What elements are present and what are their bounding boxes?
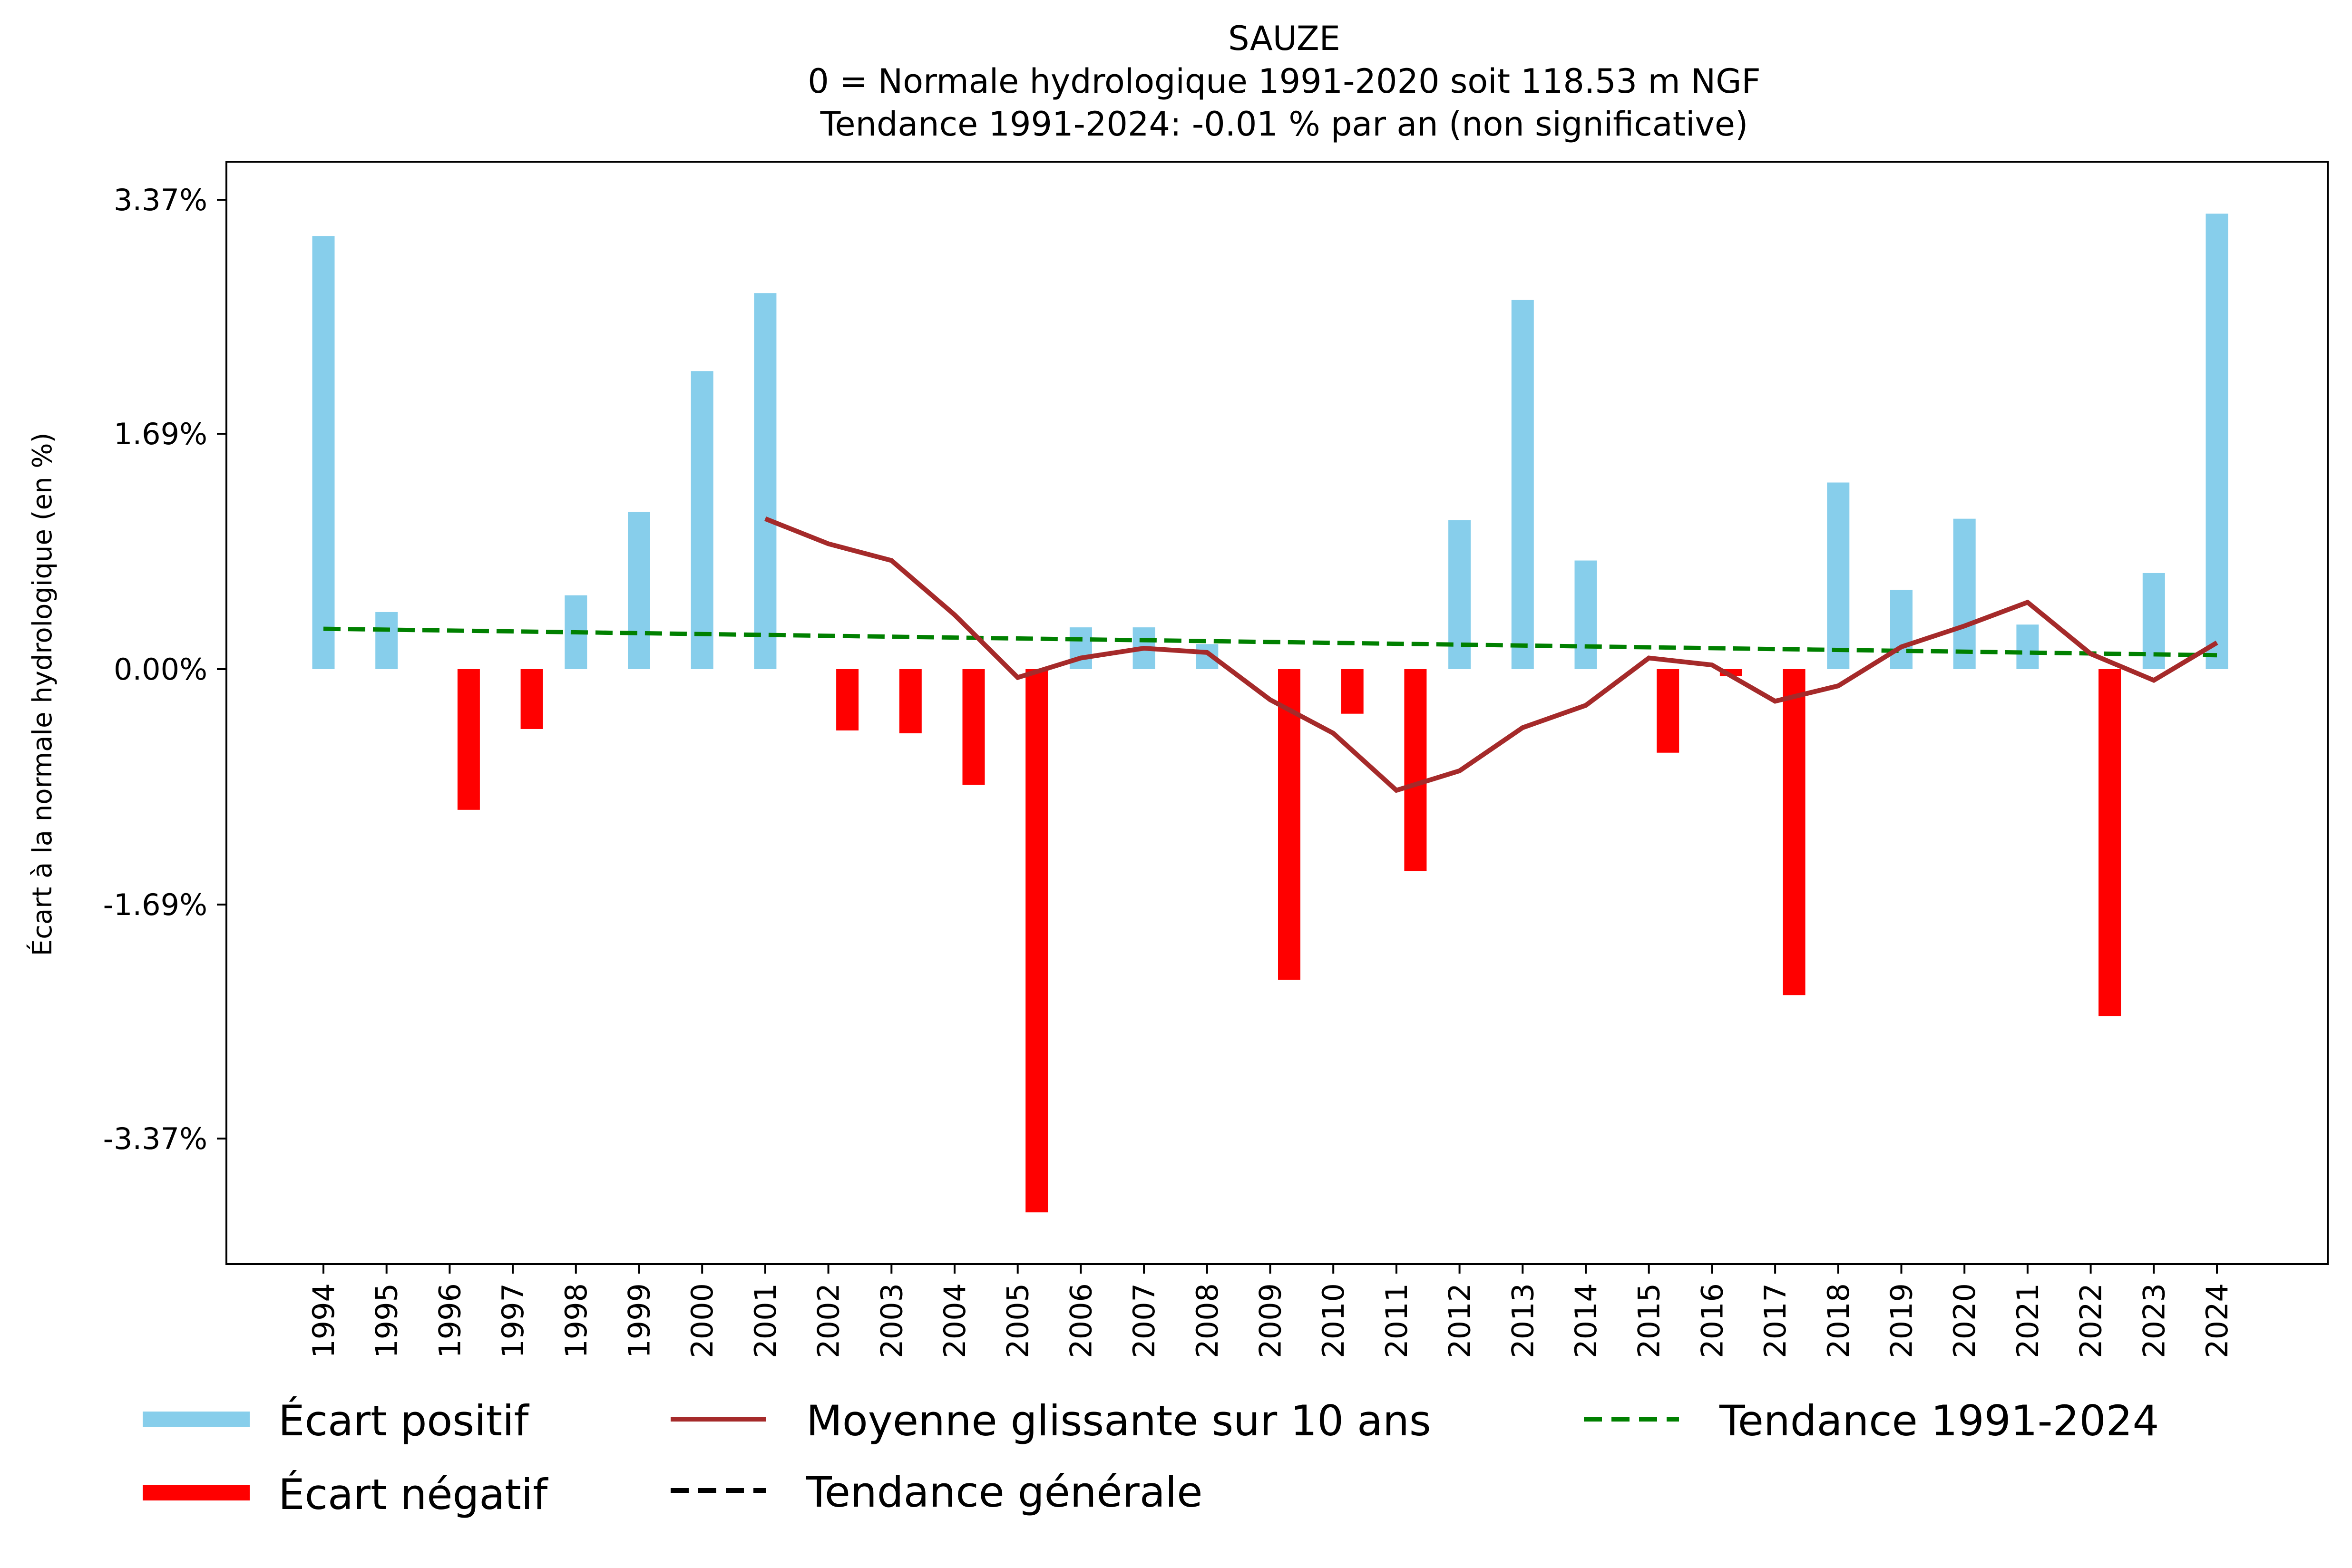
x-tick-label: 2005 [1001,1283,1035,1358]
x-tick-label: 2019 [1884,1283,1919,1358]
x-tick-label: 2002 [811,1283,846,1358]
x-tick-label: 1998 [559,1283,594,1358]
chart-subtitle-1: 0 = Normale hydrologique 1991-2020 soit … [808,62,1761,101]
x-tick-label: 2009 [1253,1283,1288,1358]
bar-positive [754,293,777,669]
x-tick-label: 2007 [1127,1283,1161,1358]
chart-subtitle-2: Tendance 1991-2024: -0.01 % par an (non … [820,105,1748,144]
trend-line [323,626,2217,658]
plot-area [312,214,2228,1213]
y-tick-label: -3.37% [103,1121,207,1156]
bar-negative [899,669,922,733]
x-tick-label: 2018 [1821,1283,1856,1358]
bar-negative [2098,669,2121,1016]
bar-negative [836,669,859,730]
legend-swatch [143,1485,250,1500]
bar-positive [628,512,650,669]
legend-swatch [143,1412,250,1427]
bar-negative [1404,669,1427,871]
bar-positive [1574,560,1597,669]
y-tick-label: 0.00% [114,652,207,687]
bar-negative [962,669,985,785]
bar-positive [375,612,398,669]
bar-positive [691,371,713,669]
bar-negative [1657,669,1679,753]
legend-label: Écart négatif [278,1470,548,1519]
bar-negative [1341,669,1364,714]
x-tick-label: 2006 [1064,1283,1098,1358]
x-tick-label: 2004 [937,1283,972,1358]
chart-title: SAUZE [1228,19,1340,58]
x-axis: 1994 1995 1996 1997 1998 1999 2000 2001 2002 2003… [306,1264,2235,1358]
x-tick-label: 2022 [2074,1283,2108,1358]
x-tick-label: 2008 [1190,1283,1225,1358]
x-tick-label: 2021 [2010,1283,2045,1358]
x-tick-label: 2010 [1316,1283,1351,1358]
x-tick-label: 2017 [1758,1283,1793,1358]
x-tick-label: 2000 [685,1283,720,1358]
y-axis: 3.37% 1.69% 0.00% -1.69% -3.37% [103,183,226,1156]
x-tick-label: 2013 [1505,1283,1540,1358]
x-tick-label: 2016 [1695,1283,1729,1358]
bar-negative [1278,669,1300,980]
x-tick-label: 1994 [306,1283,341,1358]
bar-positive [1827,482,1850,669]
legend-label: Tendance générale [806,1468,1202,1517]
bar-positive [1511,300,1534,669]
legend-label: Moyenne glissante sur 10 ans [806,1396,1431,1445]
y-axis-label: Écart à la normale hydrologique (en %) [27,433,58,956]
x-tick-label: 2024 [2200,1283,2235,1358]
legend-label: Écart positif [278,1396,530,1445]
axes-frame [225,161,2329,1265]
x-tick-label: 2001 [748,1283,783,1358]
x-tick-label: 2011 [1379,1283,1414,1358]
x-tick-label: 1995 [370,1283,404,1358]
bar-negative [457,669,480,810]
x-tick-label: 2020 [1947,1283,1982,1358]
bar-positive [2206,214,2228,669]
x-tick-label: 1999 [622,1283,657,1358]
bar-negative [1783,669,1805,995]
x-tick-label: 2003 [874,1283,909,1358]
y-tick-label: 3.37% [114,183,207,217]
x-tick-label: 2012 [1443,1283,1477,1358]
x-tick-label: 2023 [2137,1283,2171,1358]
y-tick-label: 1.69% [114,417,207,451]
x-tick-label: 1996 [432,1283,467,1358]
x-tick-label: 2014 [1569,1283,1603,1358]
bar-negative [1025,669,1048,1213]
x-tick-label: 1997 [496,1283,530,1358]
bar-positive [1953,518,1976,669]
legend-label: Tendance 1991-2024 [1719,1396,2159,1445]
bar-positive [2016,624,2039,669]
y-tick-label: -1.69% [103,887,207,922]
x-tick-label: 2015 [1632,1283,1667,1358]
bar-positive [1890,590,1913,669]
legend: Écart positif Écart négatif Moyenne glissa… [143,1396,2159,1519]
bar-positive [312,236,335,669]
bar-negative [520,669,543,729]
moving-average-line [764,516,2218,793]
